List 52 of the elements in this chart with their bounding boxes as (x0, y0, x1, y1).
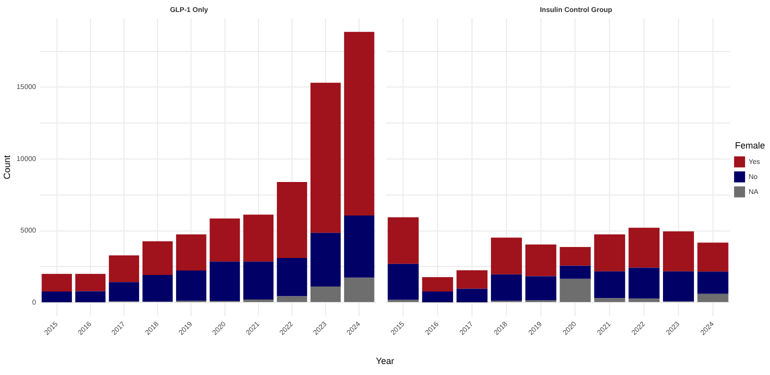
bar (490, 238, 522, 274)
bar (525, 276, 556, 300)
bar (388, 264, 419, 300)
bar (662, 231, 694, 272)
bar (344, 216, 374, 278)
bar (42, 274, 72, 292)
bar (456, 270, 488, 289)
legend-title: Female (735, 140, 766, 151)
bar (310, 232, 341, 286)
bar (276, 296, 308, 302)
bar (243, 262, 274, 300)
bar (628, 228, 660, 268)
bar (388, 217, 419, 264)
bar (662, 271, 694, 302)
bar (697, 294, 728, 302)
bar (142, 274, 173, 302)
bar (276, 182, 308, 258)
bar (243, 300, 274, 302)
bar (594, 298, 626, 302)
bar (75, 274, 106, 292)
bar (108, 282, 140, 302)
bar (594, 234, 626, 272)
bar (525, 244, 556, 276)
bar (344, 278, 374, 302)
x-axis-title: Year (374, 356, 396, 366)
bar (490, 274, 522, 301)
bar (310, 286, 341, 302)
bar (310, 82, 341, 233)
bar (344, 32, 374, 216)
bar (243, 214, 274, 262)
bar (697, 242, 728, 272)
bar (628, 268, 660, 299)
bar (75, 291, 106, 302)
bar (108, 255, 140, 282)
bar (176, 270, 206, 301)
bar (176, 234, 206, 271)
y-axis-title: Count (2, 154, 12, 180)
bar (628, 298, 660, 302)
bar (560, 278, 591, 302)
bar (42, 291, 72, 302)
bar (697, 272, 728, 294)
bar (456, 288, 488, 302)
bar (422, 291, 454, 302)
bar (276, 258, 308, 296)
bar (210, 218, 240, 262)
bar (560, 246, 591, 266)
bar (422, 277, 454, 292)
bar (560, 266, 591, 279)
bar (594, 271, 626, 298)
bar (142, 241, 173, 275)
bar (388, 300, 419, 302)
bar (210, 262, 240, 302)
